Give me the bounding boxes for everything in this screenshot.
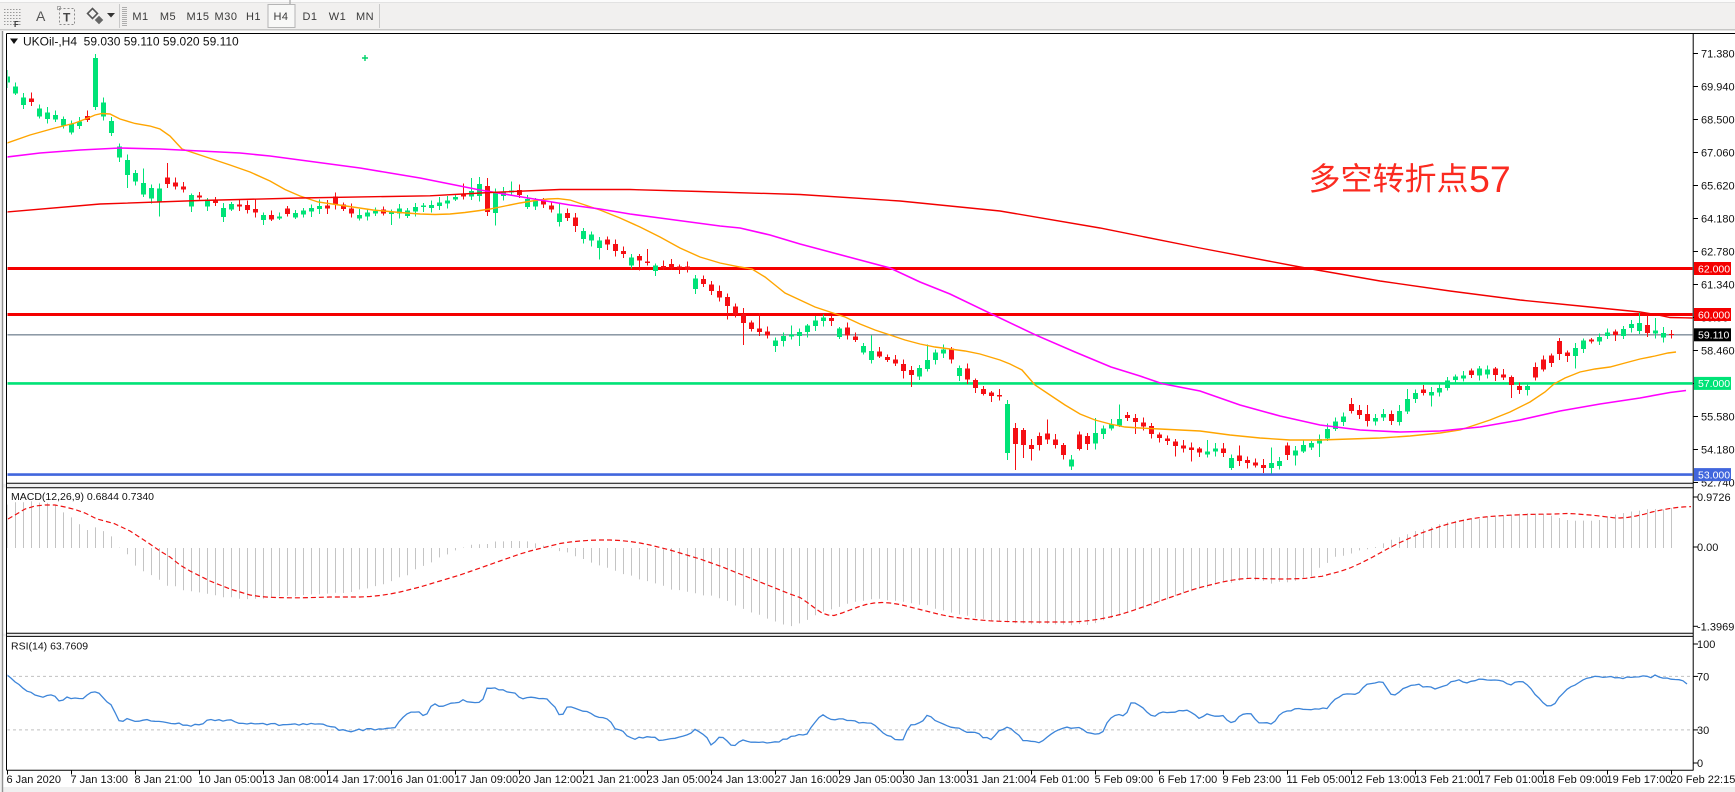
svg-text:27 Jan 16:00: 27 Jan 16:00 (775, 774, 839, 786)
svg-text:29 Jan 05:00: 29 Jan 05:00 (839, 774, 903, 786)
svg-text:H4: H4 (273, 11, 288, 23)
svg-text:M15: M15 (187, 11, 210, 23)
svg-text:13 Feb 21:00: 13 Feb 21:00 (1415, 774, 1480, 786)
svg-text:13 Jan 08:00: 13 Jan 08:00 (263, 774, 327, 786)
svg-text:69.940: 69.940 (1701, 82, 1735, 94)
svg-text:12 Feb 13:00: 12 Feb 13:00 (1351, 774, 1416, 786)
svg-text:14 Jan 17:00: 14 Jan 17:00 (327, 774, 391, 786)
svg-text:MN: MN (356, 11, 374, 23)
svg-text:9 Feb 23:00: 9 Feb 23:00 (1223, 774, 1282, 786)
svg-text:6 Feb 17:00: 6 Feb 17:00 (1159, 774, 1218, 786)
svg-text:20 Jan 12:00: 20 Jan 12:00 (519, 774, 583, 786)
svg-text:10 Jan 05:00: 10 Jan 05:00 (199, 774, 263, 786)
svg-text:30 Jan 13:00: 30 Jan 13:00 (903, 774, 967, 786)
svg-text:57: 57 (1469, 158, 1511, 200)
svg-text:23 Jan 05:00: 23 Jan 05:00 (647, 774, 711, 786)
svg-text:55.580: 55.580 (1701, 412, 1735, 424)
svg-text:RSI(14) 63.7609: RSI(14) 63.7609 (11, 641, 88, 653)
svg-text:0: 0 (1697, 758, 1703, 770)
svg-text:7 Jan 13:00: 7 Jan 13:00 (71, 774, 129, 786)
svg-text:16 Jan 01:00: 16 Jan 01:00 (391, 774, 455, 786)
svg-text:58.460: 58.460 (1701, 346, 1735, 358)
svg-text:60.000: 60.000 (1698, 309, 1730, 321)
svg-text:62.780: 62.780 (1701, 247, 1735, 259)
svg-text:57.000: 57.000 (1698, 378, 1730, 390)
svg-text:61.340: 61.340 (1701, 280, 1735, 292)
svg-text:19 Feb 17:00: 19 Feb 17:00 (1607, 774, 1672, 786)
svg-text:70: 70 (1697, 671, 1709, 683)
svg-text:M30: M30 (215, 11, 238, 23)
svg-text:64.180: 64.180 (1701, 214, 1735, 226)
svg-text:A: A (36, 8, 46, 24)
svg-text:17 Feb 01:00: 17 Feb 01:00 (1479, 774, 1544, 786)
svg-text:18 Feb 09:00: 18 Feb 09:00 (1543, 774, 1608, 786)
svg-text:8 Jan 21:00: 8 Jan 21:00 (135, 774, 193, 786)
svg-text:0.00: 0.00 (1697, 542, 1718, 554)
svg-text:30: 30 (1697, 725, 1709, 737)
svg-text:4 Feb 01:00: 4 Feb 01:00 (1031, 774, 1090, 786)
svg-text:62.000: 62.000 (1698, 263, 1730, 275)
svg-text:-1.3969: -1.3969 (1697, 621, 1734, 633)
svg-text:H1: H1 (246, 11, 261, 23)
svg-text:MACD(12,26,9) 0.6844 0.7340: MACD(12,26,9) 0.6844 0.7340 (11, 491, 154, 503)
svg-text:53.000: 53.000 (1698, 469, 1730, 481)
svg-text:67.060: 67.060 (1701, 148, 1735, 160)
svg-text:W1: W1 (329, 11, 347, 23)
svg-text:6 Jan 2020: 6 Jan 2020 (7, 774, 61, 786)
svg-text:M5: M5 (160, 11, 176, 23)
svg-text:65.620: 65.620 (1701, 181, 1735, 193)
svg-text:5 Feb 09:00: 5 Feb 09:00 (1095, 774, 1154, 786)
svg-text:UKOil-,H4 59.030 59.110 59.02: UKOil-,H4 59.030 59.110 59.020 59.110 (23, 35, 239, 49)
svg-text:21 Jan 21:00: 21 Jan 21:00 (583, 774, 647, 786)
svg-text:T: T (63, 11, 71, 25)
svg-text:68.500: 68.500 (1701, 115, 1735, 127)
svg-text:71.380: 71.380 (1701, 49, 1735, 61)
svg-text:D1: D1 (302, 11, 317, 23)
svg-text:54.180: 54.180 (1701, 445, 1735, 457)
svg-text:24 Jan 13:00: 24 Jan 13:00 (711, 774, 775, 786)
svg-text:20 Feb 22:15: 20 Feb 22:15 (1671, 774, 1735, 786)
svg-text:59.110: 59.110 (1698, 330, 1729, 342)
svg-text:100: 100 (1697, 639, 1715, 651)
svg-text:F: F (14, 20, 19, 29)
svg-text:11 Feb 05:00: 11 Feb 05:00 (1287, 774, 1351, 786)
svg-text:0.9726: 0.9726 (1697, 492, 1731, 504)
svg-text:M1: M1 (132, 11, 148, 23)
svg-text:17 Jan 09:00: 17 Jan 09:00 (455, 774, 519, 786)
svg-text:31 Jan 21:00: 31 Jan 21:00 (967, 774, 1031, 786)
